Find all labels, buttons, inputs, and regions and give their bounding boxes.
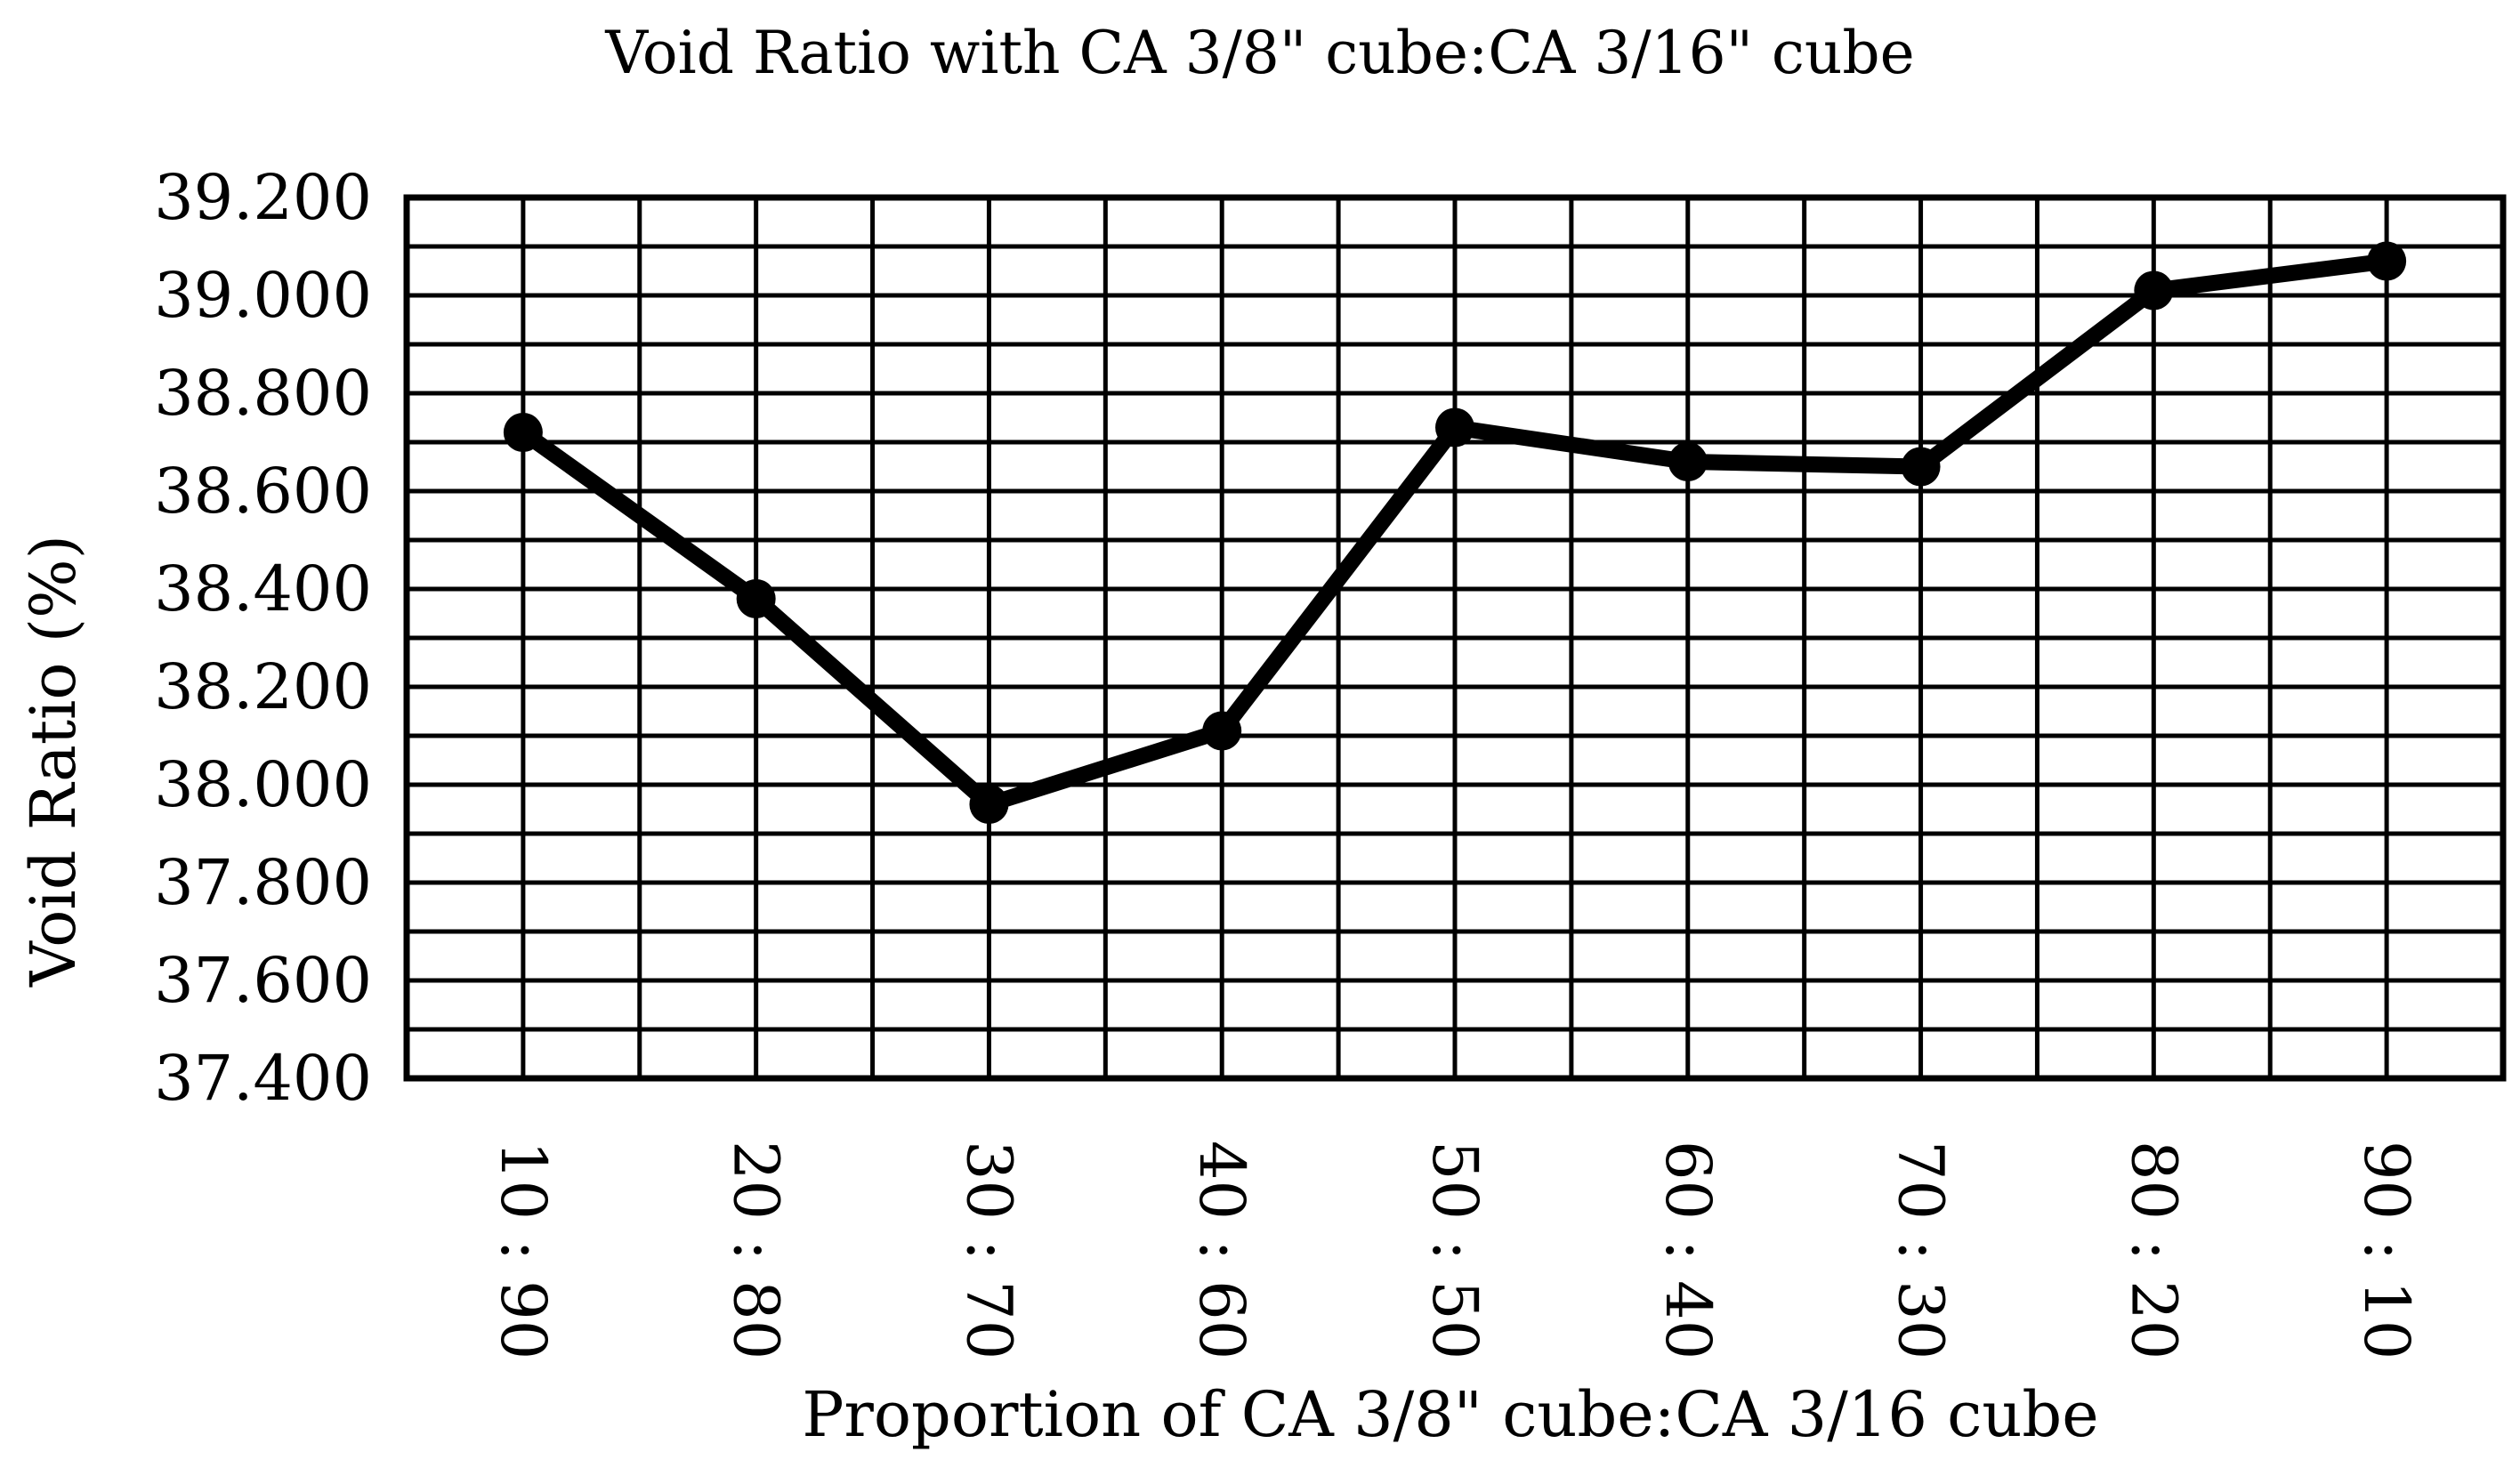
- y-tick-label: 37.800: [154, 846, 372, 919]
- x-tick-label: 60 : 40: [1652, 1141, 1724, 1359]
- data-point: [2134, 270, 2174, 311]
- y-tick-label: 37.400: [154, 1042, 372, 1115]
- data-point: [1668, 442, 1708, 481]
- gridlines: [407, 198, 2503, 1078]
- data-point: [736, 579, 776, 618]
- data-point: [969, 785, 1009, 824]
- data-point: [1202, 711, 1242, 751]
- y-tick-label: 39.200: [154, 161, 372, 234]
- x-tick-label: 70 : 30: [1885, 1141, 1958, 1359]
- x-tick-label: 80 : 20: [2117, 1141, 2190, 1359]
- data-point: [1435, 407, 1474, 448]
- plot-frame: [403, 194, 2507, 1082]
- y-tick-label: 38.400: [154, 552, 372, 625]
- y-axis-ticks: 37.400 37.600 37.800 38.000 38.200 38.400 38.6…: [154, 161, 372, 1115]
- x-axis-ticks: 10 : 90 20 : 80 30 : 70 40 : 60 50 : 50 60 : …: [487, 1141, 2423, 1359]
- x-tick-label: 40 : 60: [1185, 1141, 1258, 1359]
- y-tick-label: 38.600: [154, 455, 372, 528]
- x-axis-title: Proportion of CA 3/8" cube:CA 3/16 cube: [802, 1378, 2098, 1451]
- data-point: [2367, 241, 2407, 281]
- x-tick-label: 30 : 70: [952, 1141, 1025, 1359]
- x-tick-label: 20 : 80: [720, 1141, 793, 1359]
- y-axis-title: Void Ratio (%): [17, 535, 90, 988]
- y-tick-label: 38.000: [154, 748, 372, 821]
- x-tick-label: 10 : 90: [487, 1141, 560, 1359]
- x-tick-label: 50 : 50: [1418, 1141, 1491, 1359]
- data-point: [1901, 447, 1941, 487]
- x-tick-label: 90 : 10: [2350, 1141, 2423, 1359]
- y-tick-label: 38.800: [154, 357, 372, 430]
- y-tick-label: 38.200: [154, 650, 372, 723]
- chart-title: Void Ratio with CA 3/8" cube:CA 3/16" cu…: [604, 19, 1914, 87]
- y-tick-label: 37.600: [154, 944, 372, 1017]
- data-point: [503, 413, 543, 452]
- series-layer: [503, 241, 2407, 824]
- y-tick-label: 39.000: [154, 259, 372, 332]
